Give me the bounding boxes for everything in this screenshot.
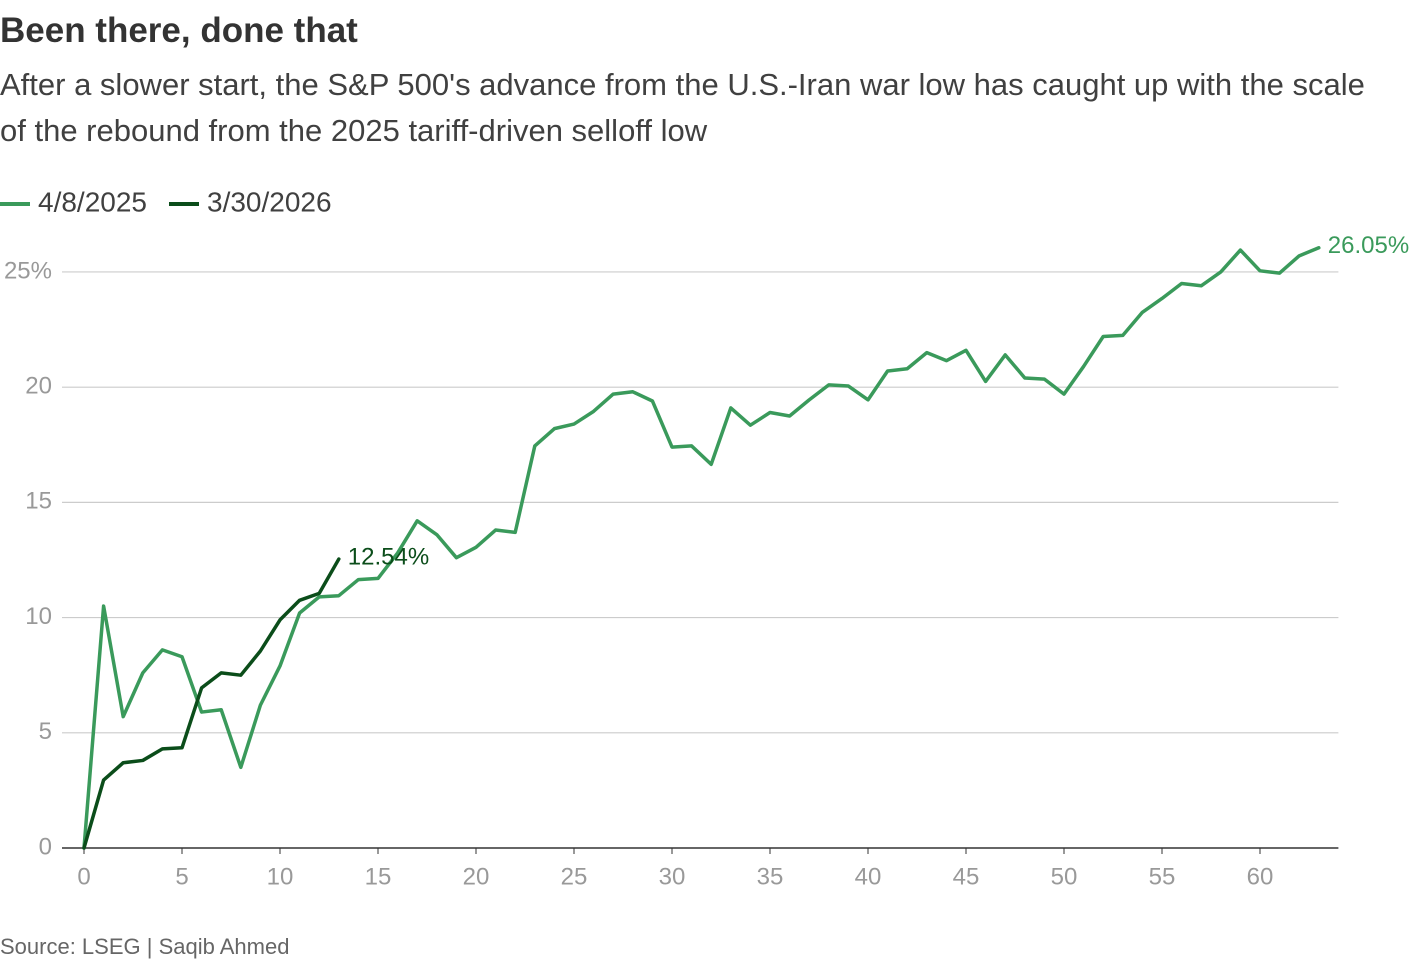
y-tick-label: 15 [25,488,52,515]
legend-label: 3/30/2026 [207,186,332,217]
x-tick-label: 20 [463,863,490,890]
x-tick-label: 25 [561,863,588,890]
chart-subtitle: After a slower start, the S&P 500's adva… [0,67,1365,148]
x-tick-label: 5 [175,863,188,890]
y-tick-label: 5 [39,718,52,745]
series-line [82,246,1321,850]
x-tick-label: 30 [659,863,686,890]
legend-label: 4/8/2025 [38,186,147,217]
y-tick-label: 0 [39,833,52,860]
x-tick-label: 15 [365,863,392,890]
series-line [82,557,341,850]
header: Been there, done that After a slower sta… [0,8,1400,154]
x-tick-label: 50 [1051,863,1078,890]
y-tick-label: 25% [4,257,52,284]
y-tick-label: 10 [25,603,52,630]
x-tick-label: 45 [953,863,980,890]
end-label: 12.54% [348,543,429,570]
y-tick-label: 20 [25,373,52,400]
chart-title: Been there, done that [0,11,358,50]
x-tick-label: 0 [77,863,90,890]
source: Source: LSEG | Saqib Ahmed [0,934,289,959]
x-tick-label: 40 [855,863,882,890]
x-tick-label: 10 [267,863,294,890]
x-tick-label: 60 [1247,863,1274,890]
end-label: 26.05% [1328,232,1409,259]
x-tick-label: 55 [1149,863,1176,890]
x-tick-label: 35 [757,863,784,890]
